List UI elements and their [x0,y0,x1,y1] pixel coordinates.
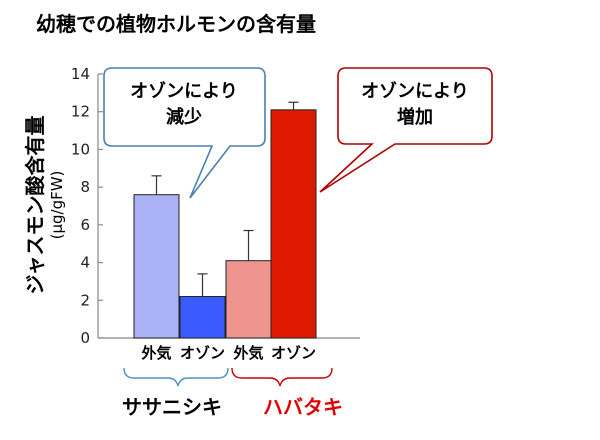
y-tick-label: 2 [80,291,90,309]
group-bracket [231,367,333,387]
annotation-line: オゾンにより [130,81,238,102]
x-category-label: 外気 [232,344,263,362]
y-tick-label: 0 [80,329,90,347]
y-tick-label: 14 [71,65,90,83]
y-axis-unit: (μg/gFW) [48,171,66,240]
x-category-label: 外気 [140,344,171,362]
y-tick-label: 8 [80,178,90,196]
y-axis-label: ジャスモン酸含有量 [23,116,47,295]
y-axis-title: ジャスモン酸含有量 (μg/gFW) [23,116,66,295]
group-label: ササニシキ [122,395,222,419]
chart-title: 幼穂での植物ホルモンの含有量 [36,12,316,36]
x-category-label: オゾン [180,344,225,362]
bar [133,194,180,339]
y-tick-label: 6 [80,216,90,234]
bars: 外気 オゾン 外気 オゾン [133,101,317,362]
axes: 0 2 4 6 8 10 12 14 [71,65,360,347]
y-tick-label: 10 [71,140,90,158]
bar [179,296,226,339]
group-bracket [123,367,229,387]
annotation-bubble [319,67,493,193]
y-tick-label: 12 [71,103,90,121]
x-category-label: オゾン [271,344,316,362]
annotation-line: 増加 [397,106,433,128]
bar [225,260,272,339]
group-labels: ササニシキ ハバタキ [122,367,343,419]
annotation-bubble [103,67,266,199]
y-tick-label: 4 [80,254,90,272]
annotation-line: オゾンにより [361,81,469,102]
bar [270,109,317,339]
annotation-line: 減少 [166,106,202,128]
group-label: ハバタキ [263,395,343,419]
